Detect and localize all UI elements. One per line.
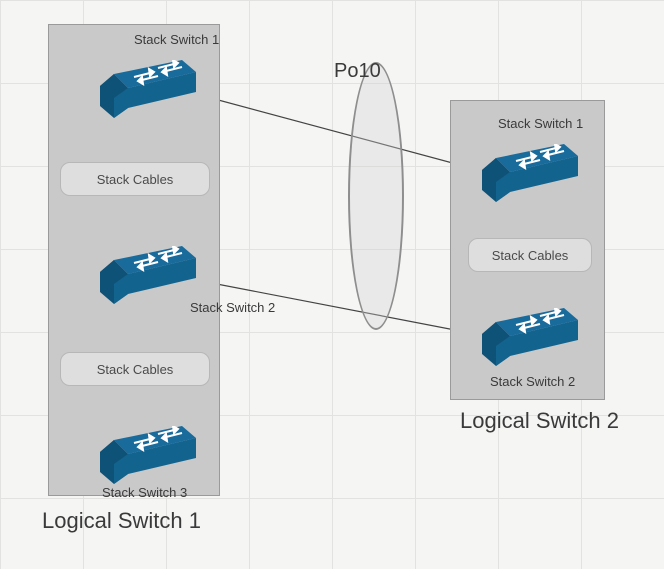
stack-cables-box: Stack Cables (60, 162, 210, 196)
switch-icon (100, 246, 196, 304)
stack-cables-box: Stack Cables (60, 352, 210, 386)
switch-label: Stack Switch 1 (134, 32, 219, 47)
switch-label: Stack Switch 2 (190, 300, 275, 315)
switch-label: Stack Switch 1 (498, 116, 583, 131)
logical-switch-1-title: Logical Switch 1 (42, 508, 201, 534)
portchannel-label: Po10 (334, 60, 381, 83)
switch-icon (100, 60, 196, 118)
switch-label: Stack Switch 3 (102, 485, 187, 500)
switch-label: Stack Switch 2 (490, 374, 575, 389)
logical-switch-2-title: Logical Switch 2 (460, 408, 619, 434)
switch-icon (482, 144, 578, 202)
portchannel-ellipse (348, 62, 404, 330)
switch-icon (482, 308, 578, 366)
switch-icon (100, 426, 196, 484)
stack-cables-box: Stack Cables (468, 238, 592, 272)
